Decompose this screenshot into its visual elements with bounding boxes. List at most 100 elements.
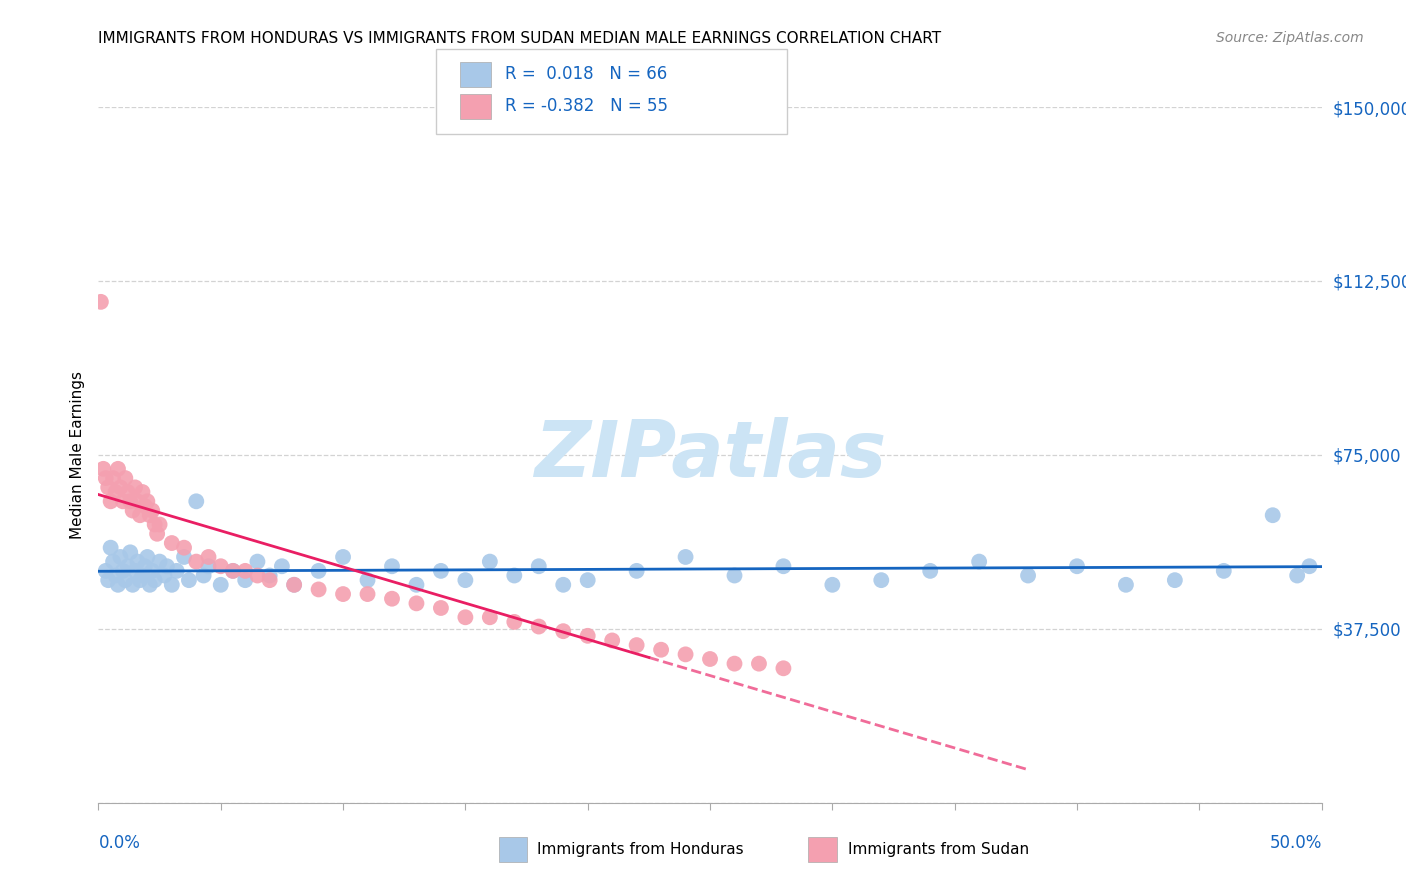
Point [259,568,281,582]
Point [129,573,152,587]
Text: R =  0.018   N = 66: R = 0.018 N = 66 [505,65,666,83]
Point [222,564,245,578]
Point [197,559,219,574]
Point [503,568,526,582]
Text: IMMIGRANTS FROM HONDURAS VS IMMIGRANTS FROM SUDAN MEDIAN MALE EARNINGS CORRELATI: IMMIGRANTS FROM HONDURAS VS IMMIGRANTS F… [98,31,942,46]
Text: R = -0.382   N = 55: R = -0.382 N = 55 [505,97,668,115]
Point [160,578,183,592]
Point [870,573,893,587]
Point [131,485,153,500]
Point [233,573,256,587]
Point [124,564,146,578]
Point [186,494,208,508]
Point [127,555,149,569]
Text: Source: ZipAtlas.com: Source: ZipAtlas.com [1216,31,1364,45]
Point [576,573,599,587]
Point [478,610,501,624]
Point [117,559,139,574]
Point [233,564,256,578]
Point [454,610,477,624]
Point [772,559,794,574]
Point [101,471,124,485]
Point [772,661,794,675]
Point [100,494,122,508]
Point [1066,559,1088,574]
Point [920,564,942,578]
Point [283,578,305,592]
Point [111,564,134,578]
Point [117,485,139,500]
Point [94,471,117,485]
Point [553,578,575,592]
Point [308,564,330,578]
Point [90,294,112,309]
Point [104,568,127,582]
Point [1212,564,1234,578]
Point [1298,559,1320,574]
Point [430,601,453,615]
Point [1286,568,1309,582]
Point [107,578,129,592]
Point [626,638,648,652]
Point [270,559,294,574]
Point [104,485,127,500]
Text: ZIPatlas: ZIPatlas [534,417,886,493]
Point [97,480,120,494]
Point [626,564,648,578]
Point [650,642,672,657]
Point [356,573,378,587]
Point [149,517,172,532]
Point [209,578,232,592]
Point [149,555,172,569]
Point [114,573,136,587]
Point [600,633,623,648]
Point [101,555,124,569]
Point [156,559,179,574]
Point [193,568,215,582]
Point [430,564,453,578]
Point [94,564,117,578]
Point [139,578,162,592]
Text: Immigrants from Sudan: Immigrants from Sudan [848,842,1029,856]
Point [527,559,550,574]
Point [723,657,745,671]
Point [246,555,269,569]
Point [141,503,163,517]
Point [143,573,166,587]
Point [177,573,200,587]
Point [120,545,142,559]
Point [308,582,330,597]
Point [821,578,844,592]
Point [1115,578,1137,592]
Point [127,494,149,508]
Point [723,568,745,582]
Point [246,568,269,582]
Point [454,573,477,587]
Point [259,573,281,587]
Point [139,508,162,523]
Point [129,508,152,523]
Point [1261,508,1284,523]
Point [100,541,122,555]
Point [111,494,134,508]
Point [675,648,697,662]
Point [527,619,550,633]
Point [114,471,136,485]
Point [120,494,142,508]
Point [131,568,153,582]
Point [110,549,132,564]
Point [553,624,575,639]
Point [136,549,159,564]
Point [356,587,378,601]
Point [209,559,232,574]
Y-axis label: Median Male Earnings: Median Male Earnings [69,371,84,539]
Point [748,657,770,671]
Point [222,564,245,578]
Point [160,536,183,550]
Point [121,578,143,592]
Point [576,629,599,643]
Point [332,587,354,601]
Point [197,549,219,564]
Point [381,591,404,606]
Point [107,462,129,476]
